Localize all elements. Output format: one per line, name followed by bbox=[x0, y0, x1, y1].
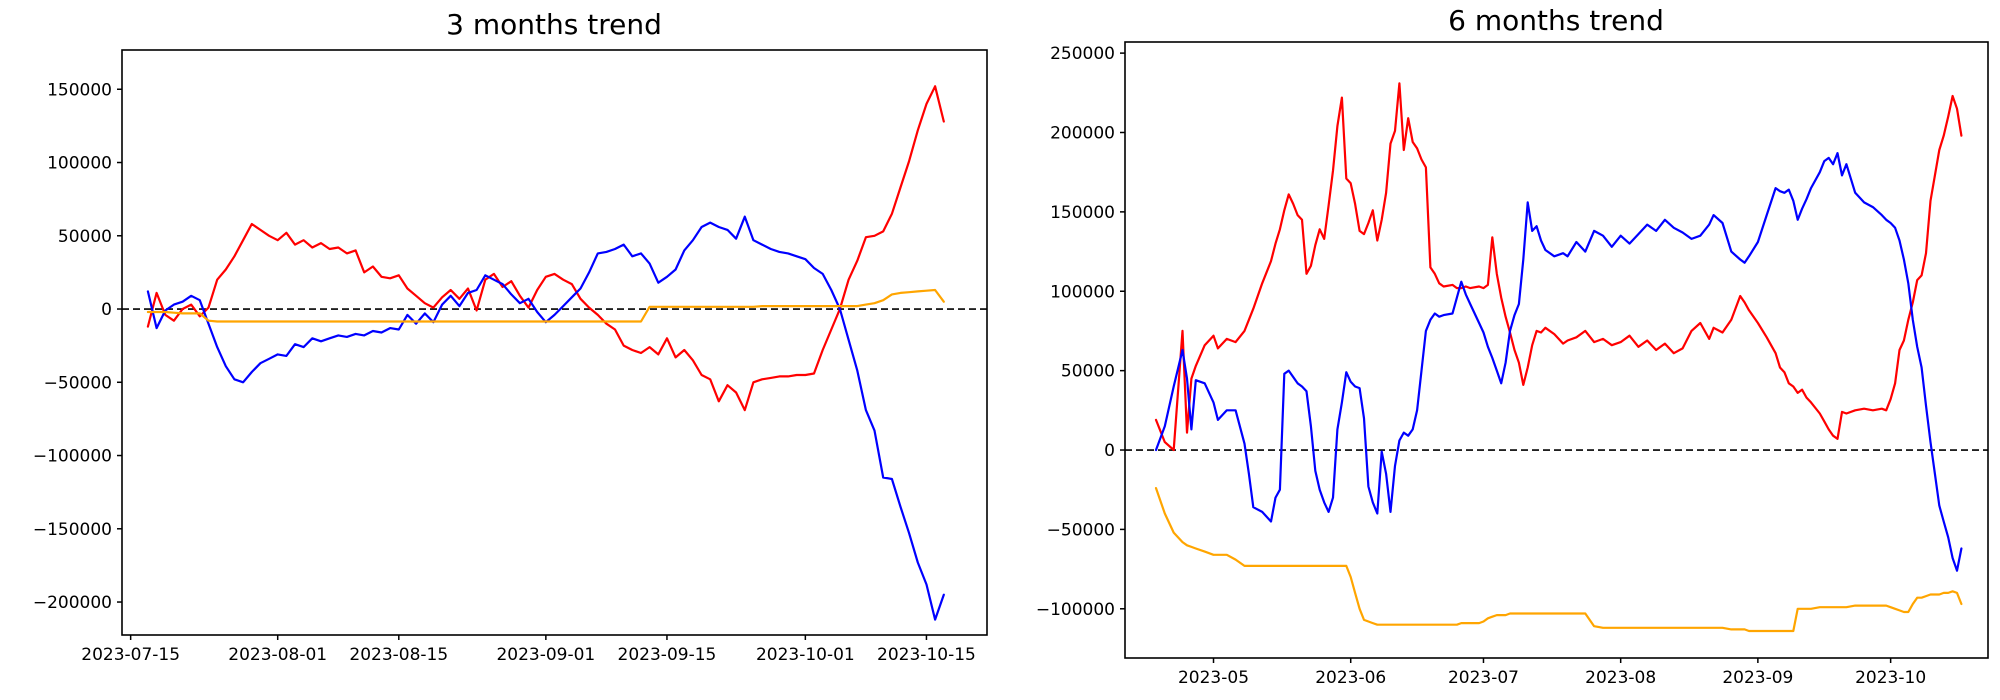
x-tick-label: 2023-05 bbox=[1178, 668, 1249, 688]
x-tick-label: 2023-09-01 bbox=[496, 645, 595, 665]
x-tick-label: 2023-09-15 bbox=[618, 645, 717, 665]
plot-border bbox=[1124, 41, 1989, 659]
y-tick-label: 50000 bbox=[58, 227, 112, 247]
y-tick-label: 200000 bbox=[1050, 123, 1115, 143]
y-tick-label: 100000 bbox=[47, 154, 112, 174]
y-tick-label: 250000 bbox=[1050, 44, 1115, 64]
x-tick-label: 2023-10-01 bbox=[756, 645, 855, 665]
x-tick-label: 2023-07-15 bbox=[81, 645, 180, 665]
series-orange-line bbox=[146, 288, 945, 323]
chart-title-3-months-trend: 3 months trend bbox=[446, 8, 662, 41]
x-tick-label: 2023-08 bbox=[1585, 668, 1656, 688]
chart-title-6-months-trend: 6 months trend bbox=[1448, 4, 1664, 37]
x-tick-label: 2023-10-15 bbox=[877, 645, 976, 665]
series-red-line bbox=[1154, 82, 1963, 452]
y-tick-label: 100000 bbox=[1050, 282, 1115, 302]
y-tick-label: 50000 bbox=[1061, 362, 1115, 382]
y-tick-label: −50000 bbox=[1047, 520, 1115, 540]
x-tick-label: 2023-08-15 bbox=[349, 645, 448, 665]
y-tick-label: 0 bbox=[101, 300, 112, 320]
y-tick-label: −100000 bbox=[33, 447, 112, 467]
y-tick-label: −50000 bbox=[44, 373, 112, 393]
series-blue-line bbox=[1154, 152, 1963, 572]
y-tick-label: −150000 bbox=[33, 520, 112, 540]
plot-border bbox=[121, 49, 988, 636]
series-red-line bbox=[146, 85, 945, 412]
y-tick-label: 0 bbox=[1104, 441, 1115, 461]
y-tick-label: −100000 bbox=[1036, 600, 1115, 620]
x-tick-label: 2023-06 bbox=[1315, 668, 1386, 688]
x-tick-label: 2023-07 bbox=[1448, 668, 1519, 688]
series-orange-line bbox=[1154, 487, 1963, 633]
y-tick-label: 150000 bbox=[47, 80, 112, 100]
x-tick-label: 2023-10 bbox=[1855, 668, 1926, 688]
y-tick-label: −200000 bbox=[33, 593, 112, 613]
y-tick-label: 150000 bbox=[1050, 203, 1115, 223]
x-tick-label: 2023-09 bbox=[1722, 668, 1793, 688]
x-tick-label: 2023-08-01 bbox=[228, 645, 327, 665]
